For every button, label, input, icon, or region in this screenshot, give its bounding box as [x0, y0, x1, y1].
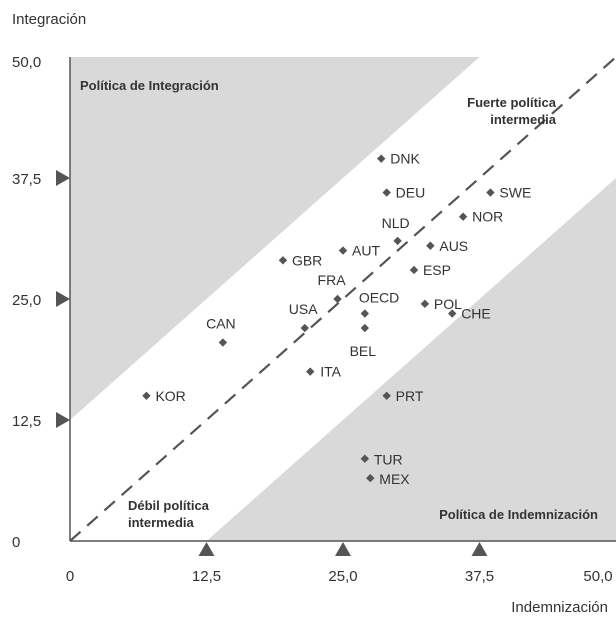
data-point-oecd: [360, 309, 370, 318]
y-tick-label: 37,5: [12, 171, 41, 188]
data-label-nld: NLD: [382, 215, 410, 231]
x-tick-label: 25,0: [328, 568, 357, 585]
x-tick-label: 0: [66, 568, 74, 585]
data-point-kor: [142, 391, 151, 400]
data-label-tur: TUR: [374, 452, 403, 468]
compensation-region-label: Política de Indemnización: [439, 507, 598, 522]
y-tick-label: 0: [12, 534, 20, 551]
data-point-usa: [300, 323, 309, 333]
x-tick-label: 37,5: [465, 568, 494, 585]
data-label-che: CHE: [461, 306, 491, 322]
data-label-oecd: OECD: [359, 290, 399, 306]
data-point-ita: [306, 367, 315, 376]
data-point-mex: [366, 473, 375, 483]
data-point-fra: [333, 294, 342, 304]
compensation-region: [206, 178, 616, 541]
data-point-aut: [338, 246, 348, 255]
x-tick-marker: [335, 542, 351, 556]
data-label-nor: NOR: [472, 209, 503, 225]
data-point-nld: [393, 236, 402, 246]
data-point-dnk: [377, 154, 386, 163]
y-tick-marker: [56, 291, 70, 307]
data-point-tur: [360, 454, 370, 463]
data-label-esp: ESP: [423, 262, 451, 278]
data-points: DNK DEU SWE NOR NLD AUS AUT GBR ESP FRA POL OECD CHE…: [142, 151, 531, 487]
data-label-can: CAN: [206, 316, 236, 332]
x-tick-label: 50,0: [583, 568, 612, 585]
integration-region-label: Política de Integración: [80, 78, 219, 93]
strong-intermediate-label-line-2: intermedia: [490, 112, 557, 127]
data-label-gbr: GBR: [292, 252, 322, 268]
data-label-prt: PRT: [396, 388, 424, 404]
axis-ticks: 0 0 12,5 12,5 25,0 25,0 37,5 37,5 50,0 50,0: [12, 54, 613, 585]
data-label-swe: SWE: [499, 185, 531, 201]
data-label-aus: AUS: [439, 238, 468, 254]
diagonal-dashed-line: [69, 56, 616, 542]
y-tick-label: 25,0: [12, 292, 41, 309]
data-point-esp: [409, 265, 419, 275]
y-axis-title: Integración: [12, 11, 86, 28]
data-point-nor: [458, 212, 468, 221]
data-point-prt: [382, 391, 391, 400]
data-point-aus: [426, 241, 435, 250]
data-point-can: [218, 338, 228, 347]
data-label-deu: DEU: [396, 185, 426, 201]
y-tick-label: 50,0: [12, 54, 41, 71]
data-label-ita: ITA: [320, 364, 341, 380]
y-tick-marker: [56, 170, 70, 186]
data-label-mex: MEX: [379, 471, 410, 487]
data-point-deu: [382, 188, 391, 197]
data-label-bel: BEL: [350, 343, 377, 359]
weak-intermediate-label-line-2: intermedia: [128, 515, 195, 530]
x-axis-title: Indemnización: [511, 599, 608, 616]
data-point-pol: [420, 299, 430, 309]
data-label-fra: FRA: [318, 272, 347, 288]
data-point-bel: [360, 323, 370, 333]
strong-intermediate-label-line-1: Fuerte política: [467, 95, 557, 110]
data-label-pol: POL: [434, 296, 462, 312]
y-tick-marker: [56, 412, 70, 428]
x-tick-label: 12,5: [192, 568, 221, 585]
weak-intermediate-label-line-1: Débil política: [128, 498, 210, 513]
data-label-usa: USA: [289, 301, 318, 317]
x-tick-marker: [471, 542, 488, 556]
x-tick-marker: [198, 542, 215, 556]
data-label-aut: AUT: [352, 243, 380, 259]
y-tick-label: 12,5: [12, 413, 41, 430]
data-label-dnk: DNK: [390, 151, 420, 167]
data-label-kor: KOR: [155, 388, 185, 404]
data-point-gbr: [278, 256, 288, 265]
integration-region: [70, 57, 480, 420]
data-point-che: [448, 309, 457, 318]
data-point-swe: [486, 188, 495, 197]
